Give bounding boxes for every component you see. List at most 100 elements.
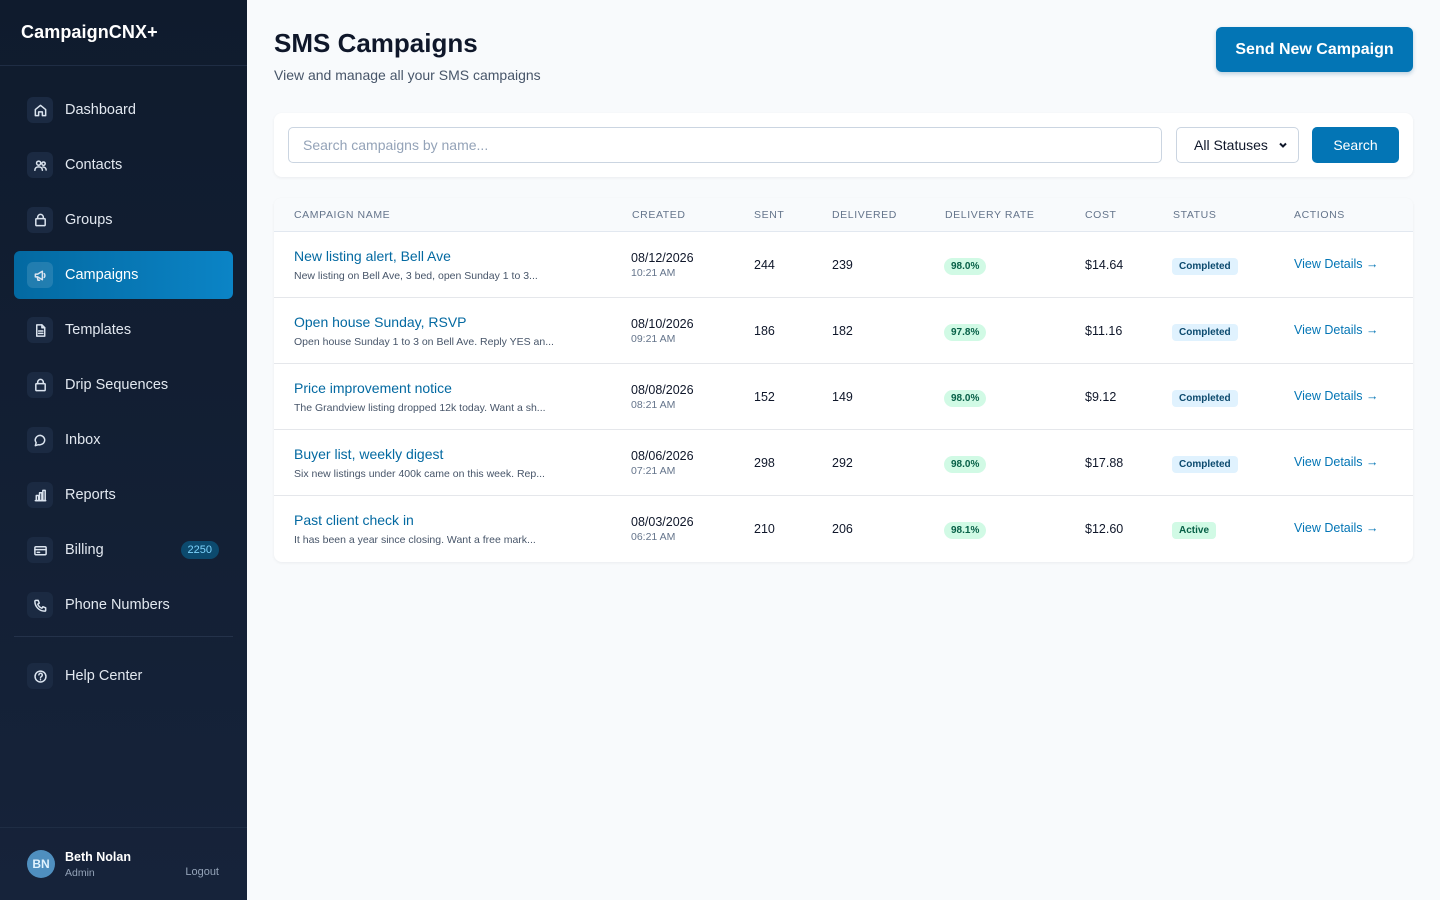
created-time: 06:21 AM [631,531,676,543]
delivery-rate-badge: 98.0% [944,390,987,407]
table-row[interactable]: New listing alert, Bell Ave New listing … [274,232,1413,298]
sent-count: 210 [754,522,775,536]
sent-count: 186 [754,324,775,338]
logout-link[interactable]: Logout [185,866,219,878]
campaign-preview: New listing on Bell Ave, 3 bed, open Sun… [294,270,538,282]
sidebar-item-label: Drip Sequences [65,377,169,393]
column-header-delivered[interactable]: Delivered [832,209,897,221]
sidebar-item-label: Groups [65,212,113,228]
view-details-link[interactable]: View Details → [1294,323,1379,337]
sent-count: 298 [754,456,775,470]
home-icon [27,97,53,123]
page-title: SMS Campaigns [274,28,478,58]
sidebar-item-label: Contacts [65,157,123,173]
megaphone-icon [27,262,53,288]
avatar[interactable]: BN [27,850,55,878]
status-filter-value: All Statuses [1194,137,1268,153]
search-input[interactable] [288,127,1162,163]
search-button[interactable]: Search [1312,127,1399,163]
help-circle-icon [27,663,53,689]
chat-bubble-icon [27,427,53,453]
campaign-name-link[interactable]: Open house Sunday, RSVP [294,314,467,330]
status-badge: Completed [1172,258,1238,275]
campaign-preview: It has been a year since closing. Want a… [294,534,536,546]
delivered-count: 239 [832,258,853,272]
column-header-status[interactable]: Status [1173,209,1217,221]
delivery-rate-badge: 98.0% [944,456,987,473]
sidebar-item-billing[interactable]: Billing 2250 [14,526,233,574]
users-icon [27,152,53,178]
cost-value: $12.60 [1085,522,1124,536]
campaigns-table: Campaign Name Created Sent Delivered Del… [274,198,1413,562]
column-header-cost[interactable]: Cost [1085,209,1117,221]
sidebar-item-campaigns[interactable]: Campaigns [14,251,233,299]
sidebar-item-templates[interactable]: Templates [14,306,233,354]
table-row[interactable]: Price improvement notice The Grandview l… [274,364,1413,430]
delivered-count: 182 [832,324,853,338]
billing-count-badge: 2250 [180,541,219,559]
page-subtitle: View and manage all your SMS campaigns [274,67,541,83]
sidebar-item-reports[interactable]: Reports [14,471,233,519]
sidebar-item-label: Campaigns [65,267,139,283]
user-role: Admin [65,867,95,879]
send-new-campaign-button[interactable]: Send New Campaign [1216,27,1413,72]
view-details-link[interactable]: View Details → [1294,455,1379,469]
column-header-actions: Actions [1294,209,1345,221]
sent-count: 152 [754,390,775,404]
view-details-link[interactable]: View Details → [1294,257,1379,271]
created-date: 08/03/2026 [631,515,694,529]
sidebar-item-label: Reports [65,487,116,503]
delivered-count: 149 [832,390,853,404]
campaign-name-link[interactable]: Price improvement notice [294,380,452,396]
campaign-preview: The Grandview listing dropped 12k today.… [294,402,546,414]
status-badge: Completed [1172,390,1238,407]
column-header-delivery-rate[interactable]: Delivery Rate [945,209,1035,221]
table-row[interactable]: Open house Sunday, RSVP Open house Sunda… [274,298,1413,364]
status-filter-select[interactable]: All Statuses [1176,127,1299,163]
credit-card-icon [27,537,53,563]
created-date: 08/06/2026 [631,449,694,463]
created-date: 08/08/2026 [631,383,694,397]
delivery-rate-badge: 98.0% [944,258,987,275]
view-details-link[interactable]: View Details → [1294,389,1379,403]
delivery-rate-badge: 97.8% [944,324,987,341]
column-header-sent[interactable]: Sent [754,209,785,221]
sent-count: 244 [754,258,775,272]
chevron-down-icon [1279,142,1287,148]
document-icon [27,317,53,343]
campaign-preview: Six new listings under 400k came on this… [294,468,545,480]
campaign-name-link[interactable]: Buyer list, weekly digest [294,446,444,462]
view-details-link[interactable]: View Details → [1294,521,1379,535]
column-header-created[interactable]: Created [632,209,686,221]
delivery-rate-badge: 98.1% [944,522,987,539]
column-header-campaign-name[interactable]: Campaign Name [294,209,391,221]
sidebar-item-label: Phone Numbers [65,597,170,613]
status-badge: Completed [1172,456,1238,473]
sidebar-item-inbox[interactable]: Inbox [14,416,233,464]
sidebar-item-help-center[interactable]: Help Center [14,652,233,700]
created-time: 09:21 AM [631,333,676,345]
sidebar-item-label: Templates [65,322,132,338]
created-time: 08:21 AM [631,399,676,411]
sidebar-item-dashboard[interactable]: Dashboard [14,86,233,134]
sidebar-item-contacts[interactable]: Contacts [14,141,233,189]
brand-logo[interactable]: CampaignCNX+ [0,0,247,66]
delivered-count: 292 [832,456,853,470]
sidebar-item-phone-numbers[interactable]: Phone Numbers [14,581,233,629]
created-time: 10:21 AM [631,267,676,279]
sidebar-divider [14,636,233,637]
phone-icon [27,592,53,618]
layers-icon [27,372,53,398]
sidebar-nav: Dashboard Contacts Groups Campaigns Temp… [0,66,247,700]
sidebar-item-groups[interactable]: Groups [14,196,233,244]
cost-value: $14.64 [1085,258,1124,272]
campaign-name-link[interactable]: Past client check in [294,512,414,528]
search-bar: All Statuses Search [274,113,1413,177]
cost-value: $11.16 [1085,324,1123,338]
sidebar-item-label: Inbox [65,432,101,448]
table-row[interactable]: Past client check in It has been a year … [274,496,1413,562]
status-badge: Active [1172,522,1217,539]
campaign-name-link[interactable]: New listing alert, Bell Ave [294,248,451,264]
table-row[interactable]: Buyer list, weekly digest Six new listin… [274,430,1413,496]
sidebar-item-drip-sequences[interactable]: Drip Sequences [14,361,233,409]
